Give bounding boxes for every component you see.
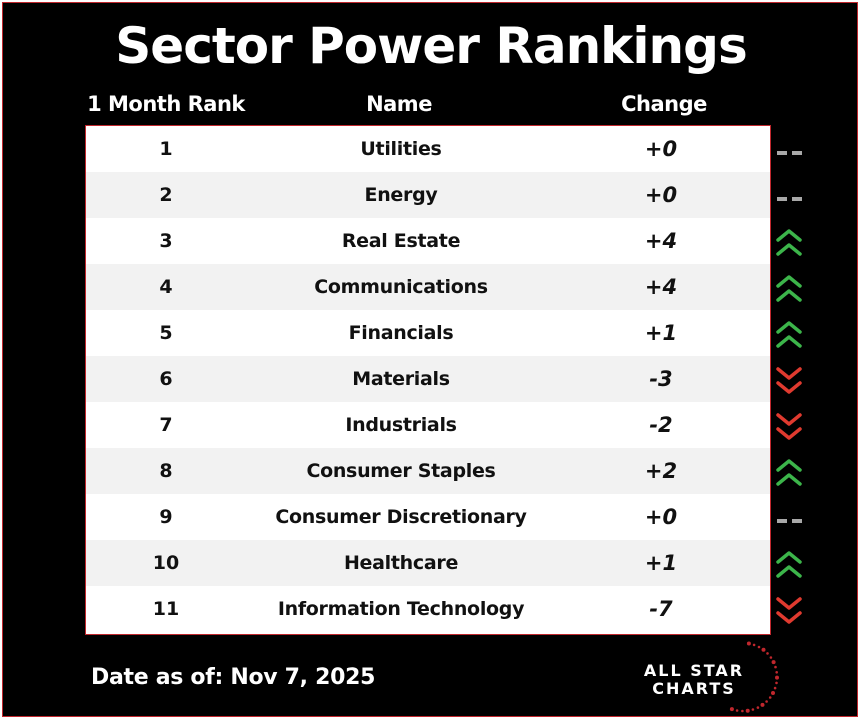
trend-down-icon xyxy=(773,356,811,402)
name-cell: Materials xyxy=(352,368,450,390)
change-cell: +1 xyxy=(644,321,678,345)
table-row: 10 Healthcare +1 xyxy=(86,540,770,586)
trend-up-icon xyxy=(773,540,811,586)
table-row: 3 Real Estate +4 xyxy=(86,218,770,264)
trend-up-icon xyxy=(773,218,811,264)
rank-cell: 6 xyxy=(159,368,173,390)
trend-up-icon xyxy=(773,310,811,356)
table-row: 4 Communications +4 xyxy=(86,264,770,310)
name-cell: Financials xyxy=(348,322,454,344)
name-cell: Communications xyxy=(314,276,488,298)
table-row: 8 Consumer Staples +2 xyxy=(86,448,770,494)
change-cell: +0 xyxy=(644,505,678,529)
rank-cell: 11 xyxy=(152,598,180,620)
change-cell: +0 xyxy=(644,137,678,161)
star-ring-icon xyxy=(729,641,779,713)
rank-cell: 9 xyxy=(159,506,173,528)
table-row: 6 Materials -3 xyxy=(86,356,770,402)
rank-cell: 2 xyxy=(159,184,173,206)
name-cell: Consumer Discretionary xyxy=(275,506,527,528)
trend-flat-icon xyxy=(773,494,811,540)
rank-cell: 3 xyxy=(159,230,173,252)
rank-cell: 8 xyxy=(159,460,173,482)
table-row: 2 Energy +0 xyxy=(86,172,770,218)
rankings-table: 1 Utilities +0 2 Energy +0 3 Real Estate +4 4 Comm… xyxy=(85,125,771,635)
rank-cell: 7 xyxy=(159,414,173,436)
column-header-name: Name xyxy=(366,92,432,116)
change-cell: +0 xyxy=(644,183,678,207)
trend-up-icon xyxy=(773,448,811,494)
table-row: 1 Utilities +0 xyxy=(86,126,770,172)
logo-line-2: CHARTS xyxy=(652,679,736,698)
table-row: 7 Industrials -2 xyxy=(86,402,770,448)
name-cell: Consumer Staples xyxy=(306,460,496,482)
name-cell: Industrials xyxy=(345,414,457,436)
change-cell: -2 xyxy=(649,413,673,437)
name-cell: Utilities xyxy=(360,138,442,160)
rank-cell: 4 xyxy=(159,276,173,298)
rank-cell: 5 xyxy=(159,322,173,344)
name-cell: Healthcare xyxy=(343,552,459,574)
table-row: 9 Consumer Discretionary +0 xyxy=(86,494,770,540)
trend-down-icon xyxy=(773,586,811,632)
column-header-change: Change xyxy=(621,92,707,116)
logo-line-1: ALL STAR xyxy=(643,661,745,680)
rank-cell: 10 xyxy=(152,552,180,574)
table-row: 5 Financials +1 xyxy=(86,310,770,356)
trend-flat-icon xyxy=(773,172,811,218)
all-star-charts-logo: ALL STAR CHARTS xyxy=(639,639,779,715)
table-row: 11 Information Technology -7 xyxy=(86,586,770,632)
name-cell: Real Estate xyxy=(341,230,461,252)
change-cell: +1 xyxy=(644,551,678,575)
change-cell: +2 xyxy=(644,459,678,483)
date-as-of: Date as of: Nov 7, 2025 xyxy=(91,665,376,690)
trend-flat-icon xyxy=(773,126,811,172)
change-cell: +4 xyxy=(644,229,678,253)
trend-up-icon xyxy=(773,264,811,310)
name-cell: Energy xyxy=(364,184,438,206)
trend-down-icon xyxy=(773,402,811,448)
column-header-rank: 1 Month Rank xyxy=(87,92,245,116)
change-cell: -7 xyxy=(649,597,673,621)
change-cell: +4 xyxy=(644,275,678,299)
page-title: Sector Power Rankings xyxy=(115,17,747,75)
rank-cell: 1 xyxy=(159,138,173,160)
name-cell: Information Technology xyxy=(277,598,525,620)
change-cell: -3 xyxy=(649,367,673,391)
